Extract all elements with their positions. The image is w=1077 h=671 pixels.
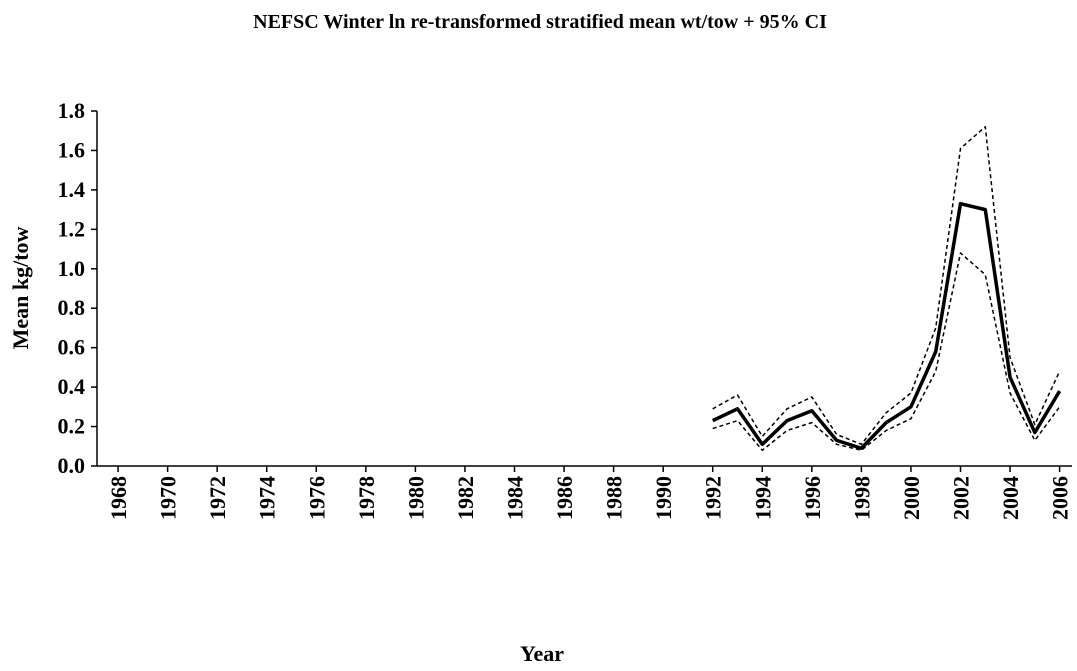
chart-title: NEFSC Winter ln re-transformed stratifie… <box>253 11 827 33</box>
x-tick-label: 1984 <box>503 476 528 520</box>
y-tick-label: 1.8 <box>58 98 86 123</box>
y-tick-label: 1.6 <box>58 137 86 162</box>
y-tick-label: 0.8 <box>58 295 86 320</box>
x-axis-label: Year <box>520 641 564 666</box>
x-tick-label: 2004 <box>998 476 1023 520</box>
x-tick-label: 1998 <box>849 476 874 520</box>
x-tick-label: 1976 <box>304 476 329 520</box>
data-line <box>711 201 1062 450</box>
data-line <box>712 252 1061 451</box>
y-tick-label: 0.2 <box>58 414 86 439</box>
x-tick-label: 1974 <box>255 476 280 520</box>
x-tick-label: 1990 <box>651 476 676 520</box>
x-tick-label: 1986 <box>552 476 577 520</box>
x-tick-label: 1988 <box>602 476 627 520</box>
y-tick-label: 0.4 <box>58 374 86 399</box>
x-tick-label: 1972 <box>205 476 230 520</box>
y-tick-label: 1.4 <box>58 177 86 202</box>
x-tick-label: 1994 <box>750 476 775 520</box>
x-tick-label: 1992 <box>701 476 726 520</box>
x-tick-label: 2000 <box>899 476 924 520</box>
x-tick-label: 1978 <box>354 476 379 520</box>
y-tick-label: 0.0 <box>58 453 86 478</box>
y-tick-label: 0.6 <box>58 335 86 360</box>
x-tick-label: 2006 <box>1048 476 1073 520</box>
data-line <box>712 126 1061 446</box>
x-tick-label: 2002 <box>949 476 974 520</box>
y-tick-label: 1.0 <box>58 256 86 281</box>
x-tick-label: 1996 <box>800 476 825 520</box>
x-tick-label: 1980 <box>403 476 428 520</box>
x-tick-label: 1982 <box>453 476 478 520</box>
x-tick-label: 1968 <box>106 476 131 520</box>
x-tick-label: 1970 <box>156 476 181 520</box>
y-tick-label: 1.2 <box>58 216 86 241</box>
y-axis-label: Mean kg/tow <box>8 226 33 349</box>
